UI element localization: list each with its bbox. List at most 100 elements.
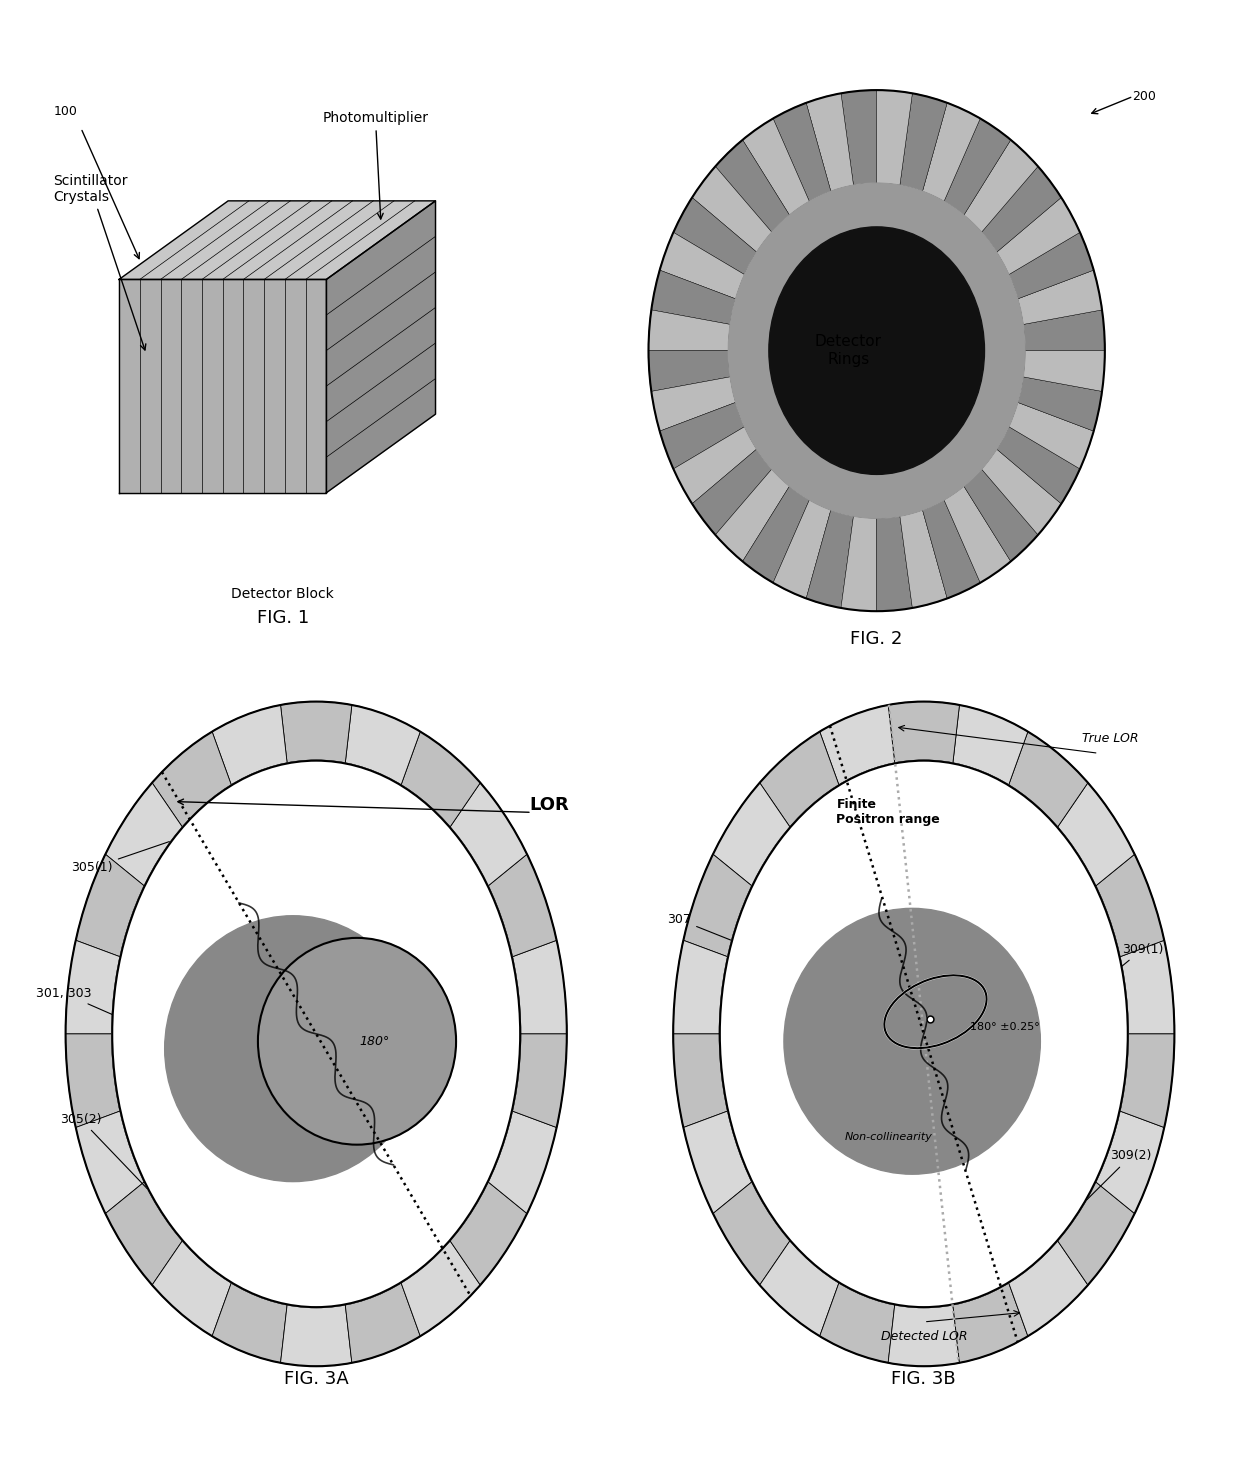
Polygon shape bbox=[820, 1282, 895, 1363]
Polygon shape bbox=[743, 486, 810, 583]
Polygon shape bbox=[952, 705, 1028, 786]
Ellipse shape bbox=[649, 90, 1105, 611]
Text: FIG. 3B: FIG. 3B bbox=[892, 1371, 956, 1388]
Text: FIG. 3A: FIG. 3A bbox=[284, 1371, 348, 1388]
Polygon shape bbox=[66, 1034, 120, 1127]
Polygon shape bbox=[512, 1034, 567, 1127]
Polygon shape bbox=[683, 1111, 753, 1214]
Polygon shape bbox=[487, 854, 557, 957]
Polygon shape bbox=[1018, 377, 1102, 431]
Polygon shape bbox=[673, 427, 756, 504]
Text: 305(2): 305(2) bbox=[60, 1112, 148, 1189]
Polygon shape bbox=[963, 470, 1038, 561]
Polygon shape bbox=[760, 731, 839, 827]
Polygon shape bbox=[212, 705, 288, 786]
Polygon shape bbox=[345, 705, 420, 786]
Polygon shape bbox=[1018, 270, 1102, 325]
Ellipse shape bbox=[673, 702, 1174, 1366]
Polygon shape bbox=[760, 1241, 839, 1337]
Polygon shape bbox=[997, 198, 1080, 275]
Polygon shape bbox=[673, 1034, 728, 1127]
Text: Detector Block: Detector Block bbox=[232, 586, 334, 601]
Polygon shape bbox=[982, 167, 1061, 253]
Polygon shape bbox=[877, 90, 913, 185]
Polygon shape bbox=[692, 449, 771, 535]
Polygon shape bbox=[1009, 232, 1094, 298]
Polygon shape bbox=[487, 1111, 557, 1214]
Text: 200: 200 bbox=[1132, 90, 1156, 103]
Polygon shape bbox=[280, 1304, 352, 1366]
Polygon shape bbox=[773, 103, 831, 201]
Ellipse shape bbox=[774, 233, 980, 468]
Polygon shape bbox=[900, 93, 947, 192]
Ellipse shape bbox=[719, 761, 1128, 1307]
Ellipse shape bbox=[66, 702, 567, 1366]
Text: True LOR: True LOR bbox=[1083, 733, 1138, 744]
Ellipse shape bbox=[769, 227, 985, 474]
Text: Photomultiplier: Photomultiplier bbox=[322, 111, 429, 219]
Text: Detector
Rings: Detector Rings bbox=[815, 334, 882, 366]
Polygon shape bbox=[66, 941, 120, 1034]
Polygon shape bbox=[773, 499, 831, 598]
Polygon shape bbox=[683, 854, 753, 957]
Ellipse shape bbox=[719, 761, 1128, 1307]
Polygon shape bbox=[888, 1304, 960, 1366]
Polygon shape bbox=[1023, 310, 1105, 350]
Polygon shape bbox=[660, 232, 744, 298]
Polygon shape bbox=[651, 377, 735, 431]
Polygon shape bbox=[1120, 941, 1174, 1034]
Polygon shape bbox=[806, 510, 853, 609]
Polygon shape bbox=[715, 140, 790, 232]
Polygon shape bbox=[512, 941, 567, 1034]
Polygon shape bbox=[76, 1111, 145, 1214]
Polygon shape bbox=[841, 90, 877, 185]
Polygon shape bbox=[280, 702, 352, 764]
Polygon shape bbox=[1009, 402, 1094, 468]
Polygon shape bbox=[923, 103, 981, 201]
Polygon shape bbox=[212, 1282, 288, 1363]
Text: 100: 100 bbox=[53, 105, 77, 118]
Polygon shape bbox=[1095, 1111, 1164, 1214]
Polygon shape bbox=[105, 1182, 182, 1285]
Text: Detected LOR: Detected LOR bbox=[880, 1331, 967, 1343]
Polygon shape bbox=[1023, 350, 1105, 391]
Text: Scintillator
Crystals: Scintillator Crystals bbox=[53, 174, 146, 350]
Polygon shape bbox=[673, 198, 756, 275]
Polygon shape bbox=[401, 731, 480, 827]
Polygon shape bbox=[1008, 731, 1087, 827]
Polygon shape bbox=[153, 1241, 232, 1337]
Ellipse shape bbox=[774, 233, 980, 468]
Ellipse shape bbox=[728, 183, 1025, 518]
Polygon shape bbox=[450, 783, 527, 886]
Polygon shape bbox=[1058, 1182, 1135, 1285]
Ellipse shape bbox=[258, 938, 456, 1145]
Polygon shape bbox=[119, 201, 435, 279]
Polygon shape bbox=[944, 486, 1011, 583]
Polygon shape bbox=[76, 854, 145, 957]
Ellipse shape bbox=[165, 916, 422, 1182]
Text: Finite
Positron range: Finite Positron range bbox=[836, 799, 940, 826]
Polygon shape bbox=[673, 941, 728, 1034]
Polygon shape bbox=[105, 783, 182, 886]
Polygon shape bbox=[841, 515, 877, 611]
Polygon shape bbox=[715, 470, 790, 561]
Text: 305(1): 305(1) bbox=[72, 842, 170, 874]
Polygon shape bbox=[1008, 1241, 1087, 1337]
Polygon shape bbox=[651, 270, 735, 325]
Ellipse shape bbox=[113, 761, 521, 1307]
Polygon shape bbox=[982, 449, 1061, 535]
Polygon shape bbox=[806, 93, 853, 192]
Polygon shape bbox=[1058, 783, 1135, 886]
Ellipse shape bbox=[784, 908, 1040, 1174]
Text: 180°: 180° bbox=[360, 1035, 389, 1047]
Polygon shape bbox=[963, 140, 1038, 232]
Polygon shape bbox=[345, 1282, 420, 1363]
Text: 301, 303: 301, 303 bbox=[36, 987, 187, 1047]
Polygon shape bbox=[888, 702, 960, 764]
Polygon shape bbox=[1095, 854, 1164, 957]
Ellipse shape bbox=[113, 761, 521, 1307]
Polygon shape bbox=[713, 783, 790, 886]
Polygon shape bbox=[923, 499, 981, 598]
Polygon shape bbox=[326, 201, 435, 493]
Polygon shape bbox=[649, 310, 730, 350]
